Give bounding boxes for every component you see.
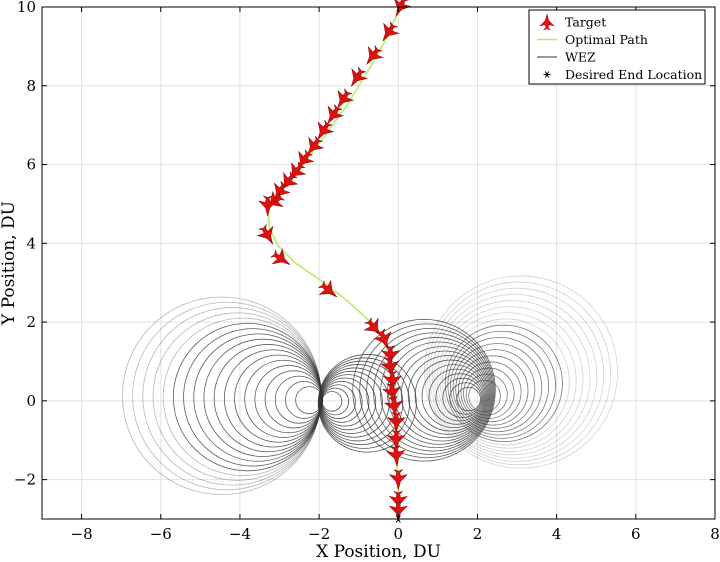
target-aircraft-icon <box>386 445 406 467</box>
target-aircraft-icon <box>383 396 404 418</box>
target-aircraft-icon <box>382 370 403 393</box>
wez-circle-right-outer <box>465 373 508 416</box>
wez-circle-right-outer <box>429 287 605 462</box>
wez-circle-right-outer <box>423 275 618 469</box>
wez-circle-right-inner <box>352 318 496 462</box>
wez-circle-right-outer <box>457 355 529 426</box>
target-aircraft-icon <box>306 135 325 156</box>
axis-ticks: −8 −6 −4 −2 0 2 4 6 8 −2 0 2 4 6 8 10 <box>14 0 720 543</box>
wez-circle-right-outer <box>452 343 543 433</box>
x-tick-label: −4 <box>229 525 251 543</box>
target-aircraft-icon <box>363 317 382 337</box>
x-tick-label: 0 <box>394 525 404 543</box>
wez-circle-right-outer <box>468 379 501 413</box>
wez-circles <box>122 275 618 496</box>
wez-circle-right-inner <box>407 355 488 435</box>
wez-circle-right-inner <box>442 377 483 418</box>
target-aircraft-icon <box>373 328 392 351</box>
wez-circle-right-outer <box>442 318 570 446</box>
x-tick-label: 2 <box>473 525 483 543</box>
target-aircraft-icon <box>381 382 402 404</box>
wez-circle-right-inner <box>366 327 494 455</box>
plot-frame <box>41 6 716 520</box>
wez-circle-right-inner <box>380 337 492 449</box>
x-tick-label: 4 <box>552 525 562 543</box>
x-tick-label: −6 <box>150 525 172 543</box>
wez-circle-right-outer <box>431 293 598 459</box>
target-aircraft-icon <box>386 412 407 434</box>
wez-circle-right-inner <box>359 323 495 459</box>
target-aircraft-icon <box>386 429 407 452</box>
y-tick-label: 6 <box>26 156 36 174</box>
target-aircraft-icon <box>380 345 401 367</box>
wez-circle-right-outer <box>439 312 577 449</box>
x-tick-label: −8 <box>71 525 93 543</box>
wez-circle-right-inner <box>373 332 493 452</box>
wez-circle-right-outer <box>450 336 550 436</box>
target-aircraft-icon <box>273 181 291 202</box>
y-tick-label: 2 <box>26 313 36 331</box>
target-aircraft-icon <box>337 88 355 109</box>
legend-box <box>528 9 706 85</box>
target-aircraft-icon <box>297 149 315 170</box>
wez-circle-left-inner <box>317 354 417 453</box>
legend-target-aircraft-icon <box>539 13 555 31</box>
wez-circle-right-outer <box>437 306 584 452</box>
target-aircraft-icon <box>388 469 409 491</box>
wez-circle-right-inner <box>421 364 486 429</box>
legend-label: WEZ <box>565 50 596 65</box>
wez-circle-right-outer <box>460 361 522 423</box>
target-aircraft-icon <box>317 120 335 141</box>
legend-label: Target <box>565 15 606 30</box>
wez-circle-right-outer <box>463 367 515 419</box>
target-aircraft-icon <box>388 491 409 513</box>
x-tick-label: −2 <box>308 525 330 543</box>
x-axis-title: X Position, DU <box>316 542 441 562</box>
target-aircraft-icon <box>288 161 307 181</box>
wez-circle-right-outer <box>455 349 536 429</box>
target-aircraft-icon <box>366 45 384 66</box>
target-layer <box>256 0 412 523</box>
legend-asterisk-icon <box>543 71 551 78</box>
y-axis-title: Y Position, DU <box>0 201 19 326</box>
target-aircraft-icon <box>350 66 368 88</box>
target-aircraft-icon <box>270 247 291 266</box>
target-aircraft-icon <box>318 279 338 298</box>
y-tick-label: −2 <box>14 471 36 489</box>
wez-circle-right-outer <box>444 324 563 443</box>
target-aircraft-icon <box>256 224 274 245</box>
x-tick-label: 8 <box>710 525 720 543</box>
x-tick-label: 6 <box>631 525 641 543</box>
wez-circle-right-inner <box>400 350 489 439</box>
y-tick-label: 4 <box>26 234 36 252</box>
legend-label: Optimal Path <box>565 32 648 47</box>
target-aircraft-icon <box>327 104 345 125</box>
target-aircraft-icon <box>382 21 400 42</box>
legend-label: Desired End Location <box>565 67 702 82</box>
y-tick-label: 0 <box>26 392 36 410</box>
wez-circle-right-outer <box>434 300 591 456</box>
target-aircraft-icon <box>388 500 409 523</box>
wez-circle-right-inner <box>435 373 484 422</box>
y-tick-label: 10 <box>17 0 36 16</box>
wez-circle-right-outer <box>426 281 612 466</box>
wez-circle-right-inner <box>414 359 487 432</box>
wez-circle-right-outer <box>447 330 556 439</box>
y-tick-label: 8 <box>26 77 36 95</box>
target-aircraft-icon <box>379 356 400 379</box>
target-aircraft-icon <box>257 195 278 217</box>
legend: Target Optimal Path WEZ Desired End Locatio… <box>528 9 706 85</box>
